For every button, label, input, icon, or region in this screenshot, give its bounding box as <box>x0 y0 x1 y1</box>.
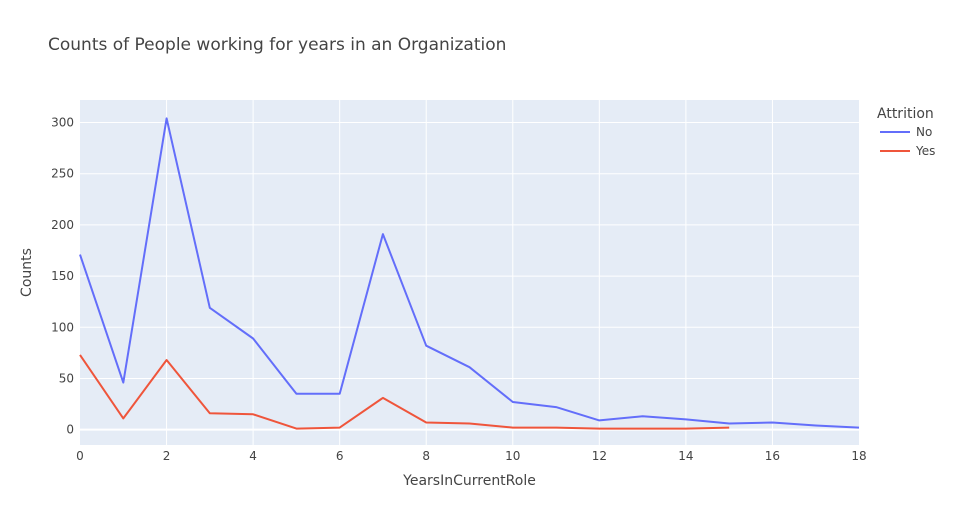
x-tick-label: 0 <box>76 449 84 463</box>
chart-title: Counts of People working for years in an… <box>48 35 506 55</box>
x-tick-label: 6 <box>336 449 344 463</box>
x-axis-ticks: 0 2 4 6 8 10 12 14 16 18 <box>76 449 866 463</box>
y-tick-label: 300 <box>51 116 74 130</box>
gridlines <box>80 100 859 445</box>
x-tick-label: 18 <box>851 449 866 463</box>
x-tick-label: 16 <box>765 449 780 463</box>
series-layer <box>79 117 860 430</box>
x-tick-label: 10 <box>505 449 520 463</box>
legend-label-yes: Yes <box>915 144 935 158</box>
y-tick-label: 50 <box>59 371 74 385</box>
y-tick-label: 200 <box>51 218 74 232</box>
x-tick-label: 2 <box>163 449 171 463</box>
y-axis-ticks: 0 50 100 150 200 250 300 <box>51 116 74 437</box>
y-tick-label: 150 <box>51 269 74 283</box>
series-line-yes <box>79 354 730 430</box>
y-tick-label: 0 <box>66 423 74 437</box>
plot-area <box>80 100 859 445</box>
y-axis-label: Counts <box>19 248 35 297</box>
legend: Attrition No Yes <box>877 106 935 158</box>
legend-label-no: No <box>916 125 932 139</box>
legend-title: Attrition <box>877 106 934 122</box>
y-tick-label: 100 <box>51 320 74 334</box>
x-axis-label: YearsInCurrentRole <box>402 473 536 489</box>
series-line-no <box>79 117 860 429</box>
x-tick-label: 14 <box>678 449 693 463</box>
y-tick-label: 250 <box>51 167 74 181</box>
x-tick-label: 4 <box>249 449 257 463</box>
x-tick-label: 12 <box>592 449 607 463</box>
x-tick-label: 8 <box>422 449 430 463</box>
